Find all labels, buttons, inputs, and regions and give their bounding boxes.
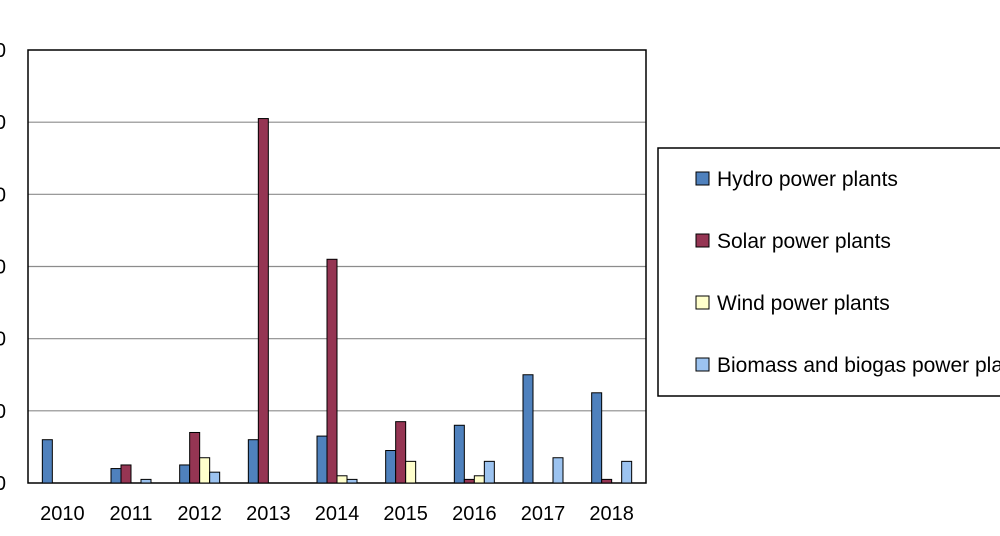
y-tick-labels: 0 0 0 0 0 0 0	[0, 40, 6, 495]
bar	[247, 439, 259, 484]
bar	[463, 478, 475, 484]
x-tick-label: 2018	[589, 503, 634, 525]
bar	[110, 468, 122, 484]
bar	[405, 460, 417, 484]
x-tick-label: 2017	[521, 503, 566, 525]
x-tick-label: 2014	[315, 503, 360, 525]
bar	[346, 478, 358, 484]
bar	[591, 392, 603, 484]
bar	[257, 118, 269, 484]
y-tick-label: 0	[0, 40, 6, 62]
legend-label: Wind power plants	[717, 292, 890, 315]
legend-label: Hydro power plants	[717, 168, 898, 191]
bar	[140, 478, 152, 484]
legend-box	[657, 147, 1000, 397]
bar	[336, 475, 348, 484]
bar	[199, 457, 211, 484]
legend-label: Biomass and biogas power plants	[717, 354, 1000, 377]
bar	[209, 471, 221, 484]
x-tick-labels: 2010 2011 2012 2013 2014 2015 2016 2017 2018	[40, 503, 634, 525]
x-tick-label: 2012	[177, 503, 222, 525]
y-tick-label: 0	[0, 112, 6, 134]
x-tick-label: 2013	[246, 503, 291, 525]
bar	[473, 475, 485, 484]
y-tick-label: 0	[0, 257, 6, 279]
bars	[41, 118, 633, 484]
legend-items: Hydro power plants Solar power plants Wind…	[695, 168, 1000, 377]
legend-label: Solar power plants	[717, 230, 891, 253]
bar	[621, 460, 633, 484]
legend: Hydro power plants Solar power plants Wind…	[657, 147, 1000, 397]
y-tick-label: 0	[0, 473, 6, 495]
bar	[483, 460, 495, 484]
bar	[326, 258, 338, 484]
legend-swatch	[695, 233, 710, 248]
legend-swatch	[695, 295, 710, 310]
bar	[453, 424, 465, 484]
bar	[522, 374, 534, 484]
bar	[41, 439, 53, 484]
y-tick-label: 0	[0, 329, 6, 351]
legend-swatch	[695, 171, 710, 186]
bar	[385, 450, 397, 484]
bar	[395, 421, 407, 484]
x-tick-label: 2010	[40, 503, 85, 525]
x-tick-label: 2011	[109, 503, 152, 525]
bar	[601, 478, 613, 484]
bar	[552, 457, 564, 484]
bar	[120, 464, 132, 484]
x-tick-label: 2016	[452, 503, 497, 525]
legend-swatch	[695, 357, 710, 372]
bar	[179, 464, 191, 484]
bar	[189, 431, 201, 484]
x-tick-label: 2015	[383, 503, 428, 525]
y-tick-label: 0	[0, 401, 6, 423]
y-tick-label: 0	[0, 184, 6, 206]
bar	[316, 435, 328, 484]
